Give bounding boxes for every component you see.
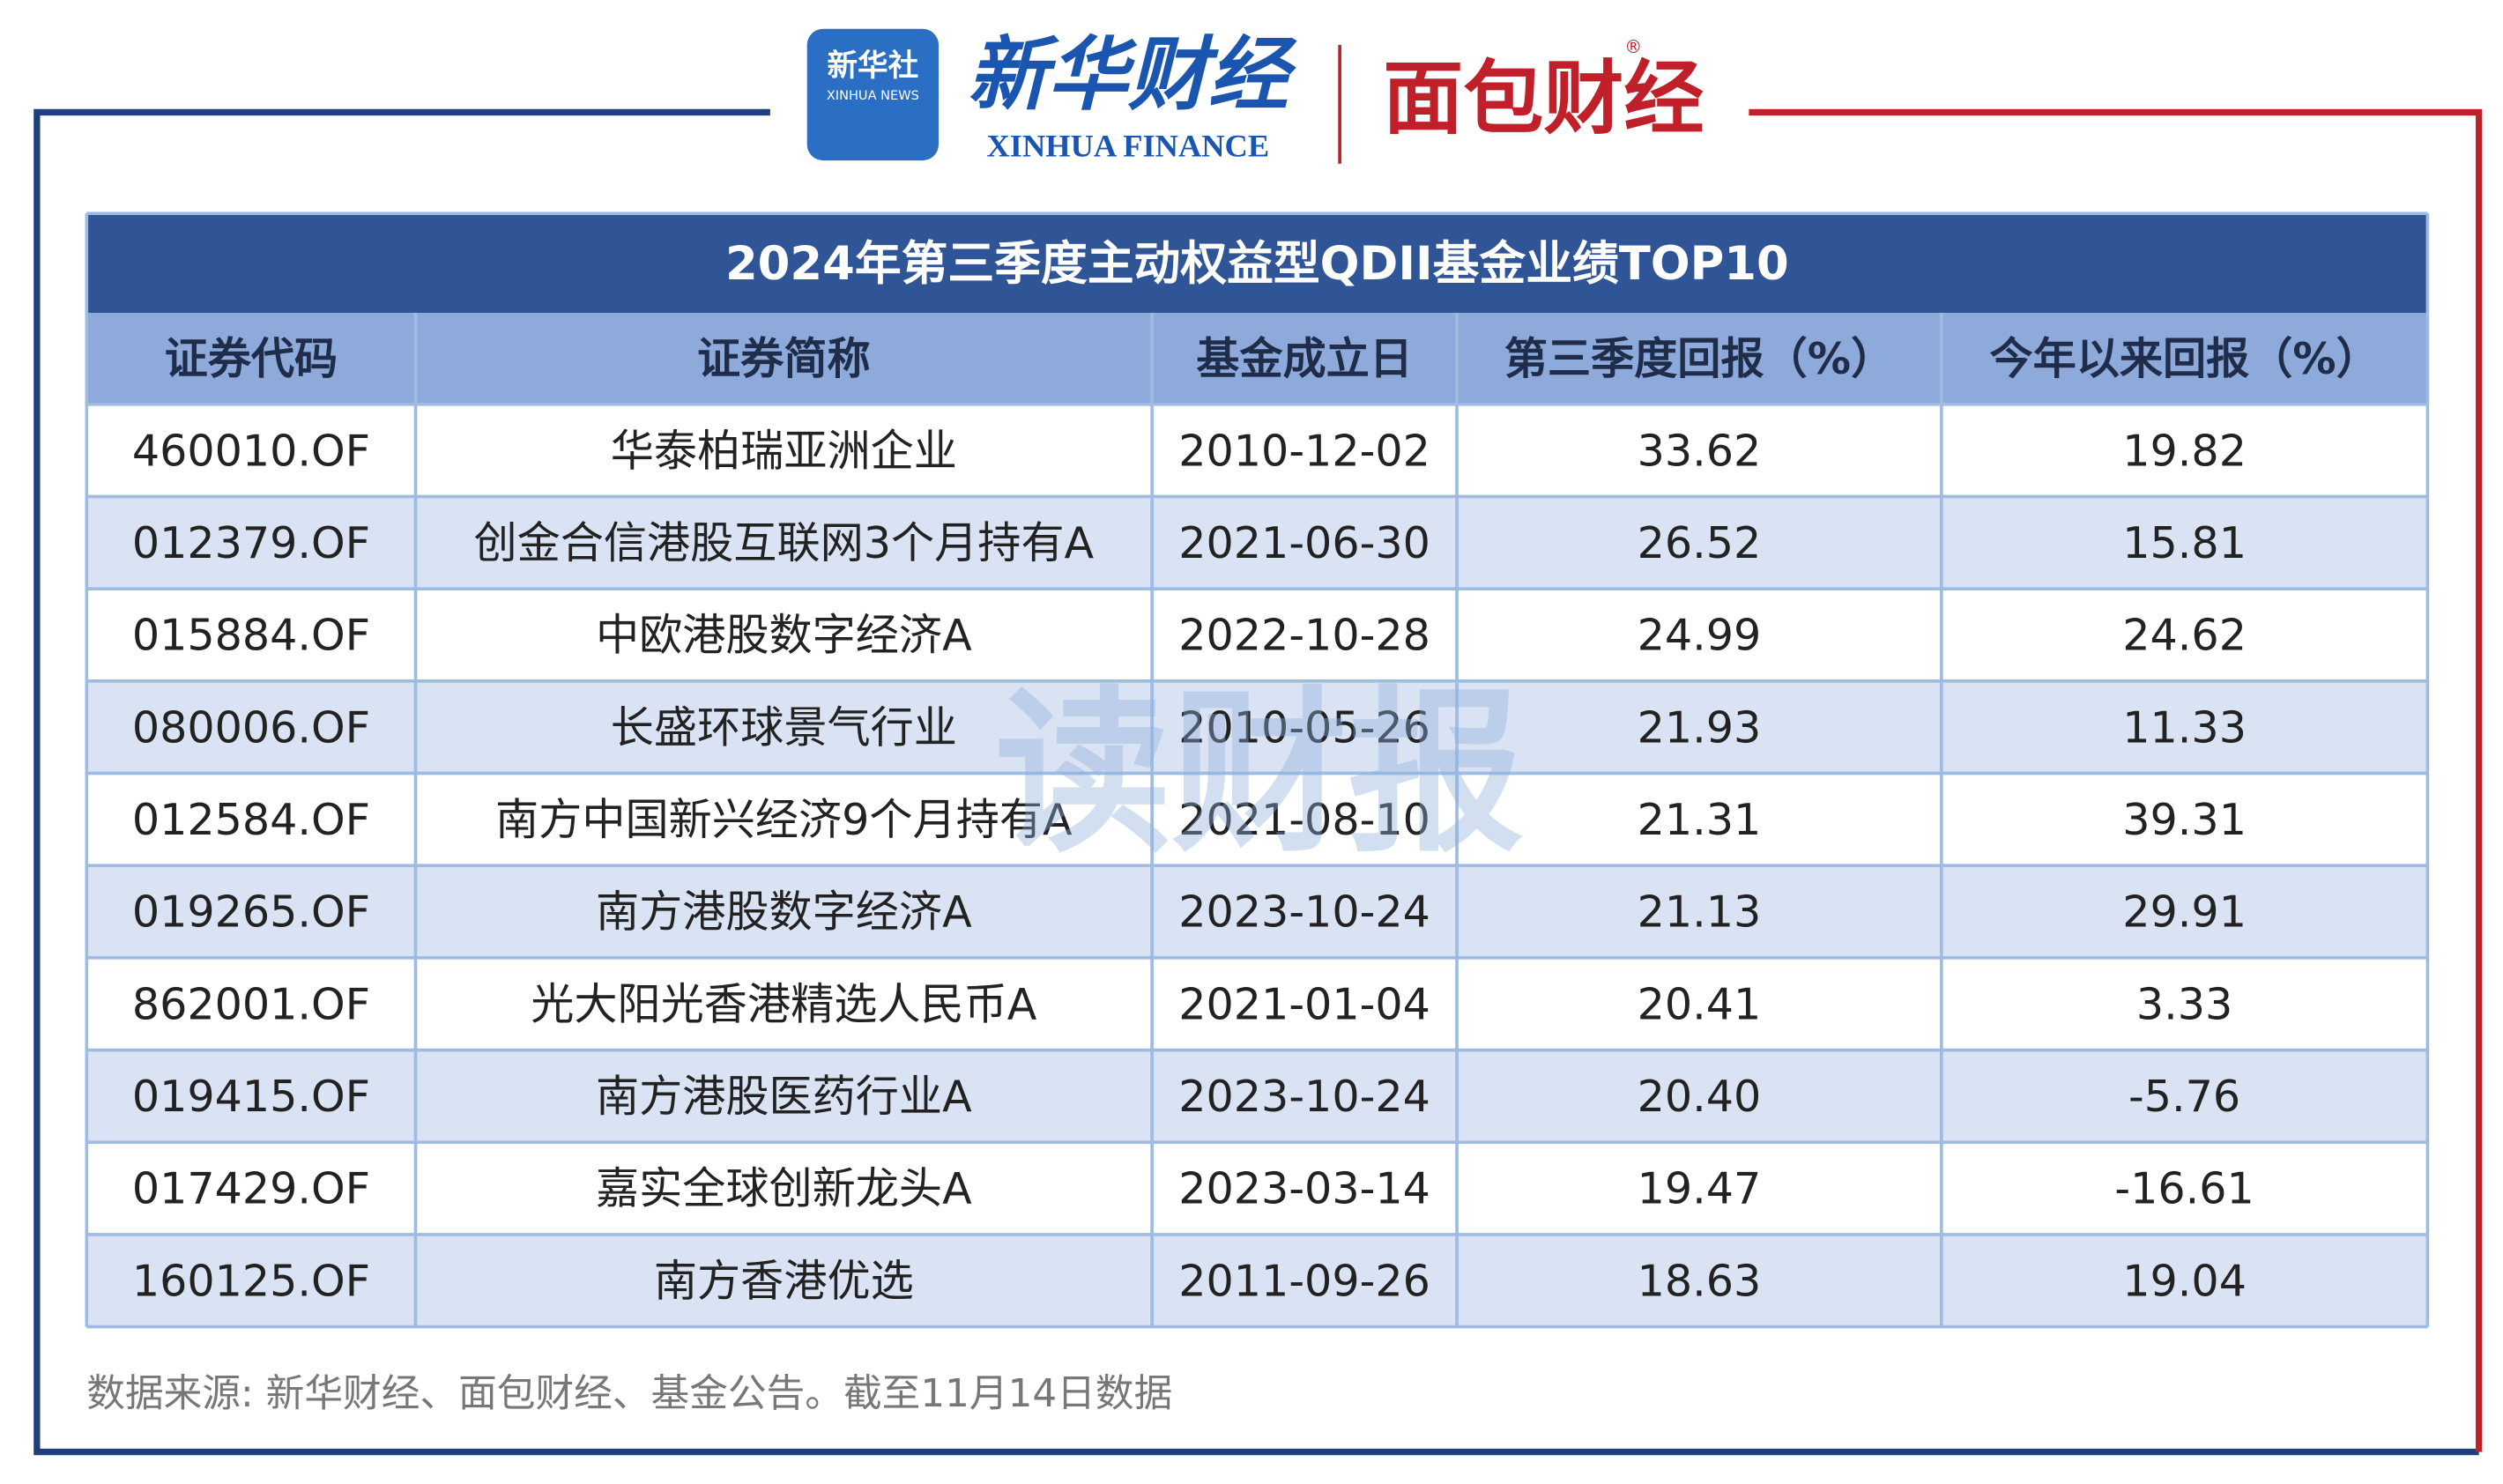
table-cell: 光大阳光香港精选人民币A	[531, 978, 1037, 1029]
table-cell: 华泰柏瑞亚洲企业	[611, 425, 957, 476]
column-header: 基金成立日	[1196, 333, 1413, 384]
table-cell: 015884.OF	[132, 610, 370, 661]
table-cell: 24.99	[1638, 610, 1762, 661]
table-title: 2024年第三季度主动权益型QDII基金业绩TOP10	[725, 237, 1789, 291]
table-cell: 2021-06-30	[1178, 517, 1430, 568]
table-cell: 中欧港股数字经济A	[596, 610, 972, 661]
table-cell: 012379.OF	[132, 517, 370, 568]
table-row	[86, 1050, 2428, 1143]
table-cell: 南方港股数字经济A	[596, 887, 972, 938]
table-cell: 26.52	[1638, 517, 1762, 568]
table-cell: 2010-12-02	[1178, 425, 1430, 476]
column-header: 第三季度回报（%）	[1504, 333, 1894, 384]
logo-text: XINHUA FINANCE	[987, 129, 1270, 164]
column-header: 今年以来回报（%）	[1989, 333, 2379, 384]
table-cell: 2011-09-26	[1178, 1255, 1430, 1306]
table-cell: 18.63	[1638, 1255, 1762, 1306]
table-cell: 21.93	[1638, 701, 1762, 753]
table-row	[86, 680, 2428, 774]
table-row	[86, 1234, 2428, 1327]
table-cell: 24.62	[2122, 610, 2247, 661]
table-cell: 2023-03-14	[1178, 1163, 1430, 1214]
table-cell: 2022-10-28	[1178, 610, 1430, 661]
column-header: 证券代码	[165, 333, 338, 384]
table-cell: 嘉实全球创新龙头A	[596, 1163, 972, 1214]
table-cell: 19.47	[1638, 1163, 1762, 1214]
table-cell: 创金合信港股互联网3个月持有A	[473, 517, 1094, 568]
table-cell: 33.62	[1638, 425, 1762, 476]
table-cell: -5.76	[2128, 1071, 2240, 1122]
table-cell: 012584.OF	[132, 794, 370, 845]
table-cell: 2023-10-24	[1178, 1071, 1430, 1122]
logo-text: 新华财经	[968, 29, 1297, 122]
table-row	[86, 865, 2428, 958]
table-cell: 080006.OF	[132, 701, 370, 753]
table-cell: 南方香港优选	[654, 1255, 914, 1306]
table-cell: 460010.OF	[132, 425, 370, 476]
table-cell: -16.61	[2114, 1163, 2254, 1214]
header-row	[86, 313, 2428, 404]
table-cell: 19.82	[2122, 425, 2247, 476]
table-row	[86, 589, 2428, 681]
frame-red	[1749, 108, 2483, 1452]
logo-text: 面包财经	[1383, 53, 1704, 145]
table-cell: 2021-01-04	[1178, 978, 1430, 1029]
table-row	[86, 496, 2428, 590]
table-cell: 2010-05-26	[1178, 701, 1430, 753]
logo-text: XINHUA NEWS	[827, 88, 919, 103]
logo-text: ®	[1624, 36, 1642, 57]
table-cell: 19.04	[2122, 1255, 2247, 1306]
table-cell: 017429.OF	[132, 1163, 370, 1214]
table-cell: 11.33	[2122, 701, 2247, 753]
table-cell: 15.81	[2122, 517, 2247, 568]
table-row	[86, 404, 2428, 497]
table-cell: 39.31	[2122, 794, 2247, 845]
table-row	[86, 1142, 2428, 1235]
xinhua-logo	[806, 28, 939, 161]
table-cell: 862001.OF	[132, 978, 370, 1029]
table-cell: 21.13	[1638, 887, 1762, 938]
table-cell: 2021-08-10	[1178, 794, 1430, 845]
title-bar	[86, 213, 2428, 314]
table-cell: 3.33	[2136, 978, 2232, 1029]
frame-blue	[33, 108, 2479, 1456]
table-row	[86, 773, 2428, 866]
table-cell: 019415.OF	[132, 1071, 370, 1122]
footer: 数据来源: 新华财经、面包财经、基金公告。截至11月14日数据	[86, 1371, 1172, 1416]
table-cell: 2023-10-24	[1178, 887, 1430, 938]
table: 2024年第三季度主动权益型QDII基金业绩TOP10 证券代码 证券简称 基金成立日…	[85, 211, 2430, 1329]
table-cell: 019265.OF	[132, 887, 370, 938]
table-cell: 20.41	[1638, 978, 1762, 1029]
table-cell: 南方港股医药行业A	[596, 1071, 972, 1122]
table-row	[86, 957, 2428, 1050]
column-header: 证券简称	[697, 333, 871, 384]
table-cell: 20.40	[1638, 1071, 1762, 1122]
watermark: 读财报	[995, 672, 1525, 877]
table-cell: 长盛环球景气行业	[611, 701, 957, 753]
table-cell: 21.31	[1638, 794, 1762, 845]
table-cell: 29.91	[2122, 887, 2247, 938]
table-cell: 南方中国新兴经济9个月持有A	[495, 794, 1073, 845]
table-cell: 160125.OF	[132, 1255, 370, 1306]
logo-text: 新华社	[827, 48, 918, 84]
